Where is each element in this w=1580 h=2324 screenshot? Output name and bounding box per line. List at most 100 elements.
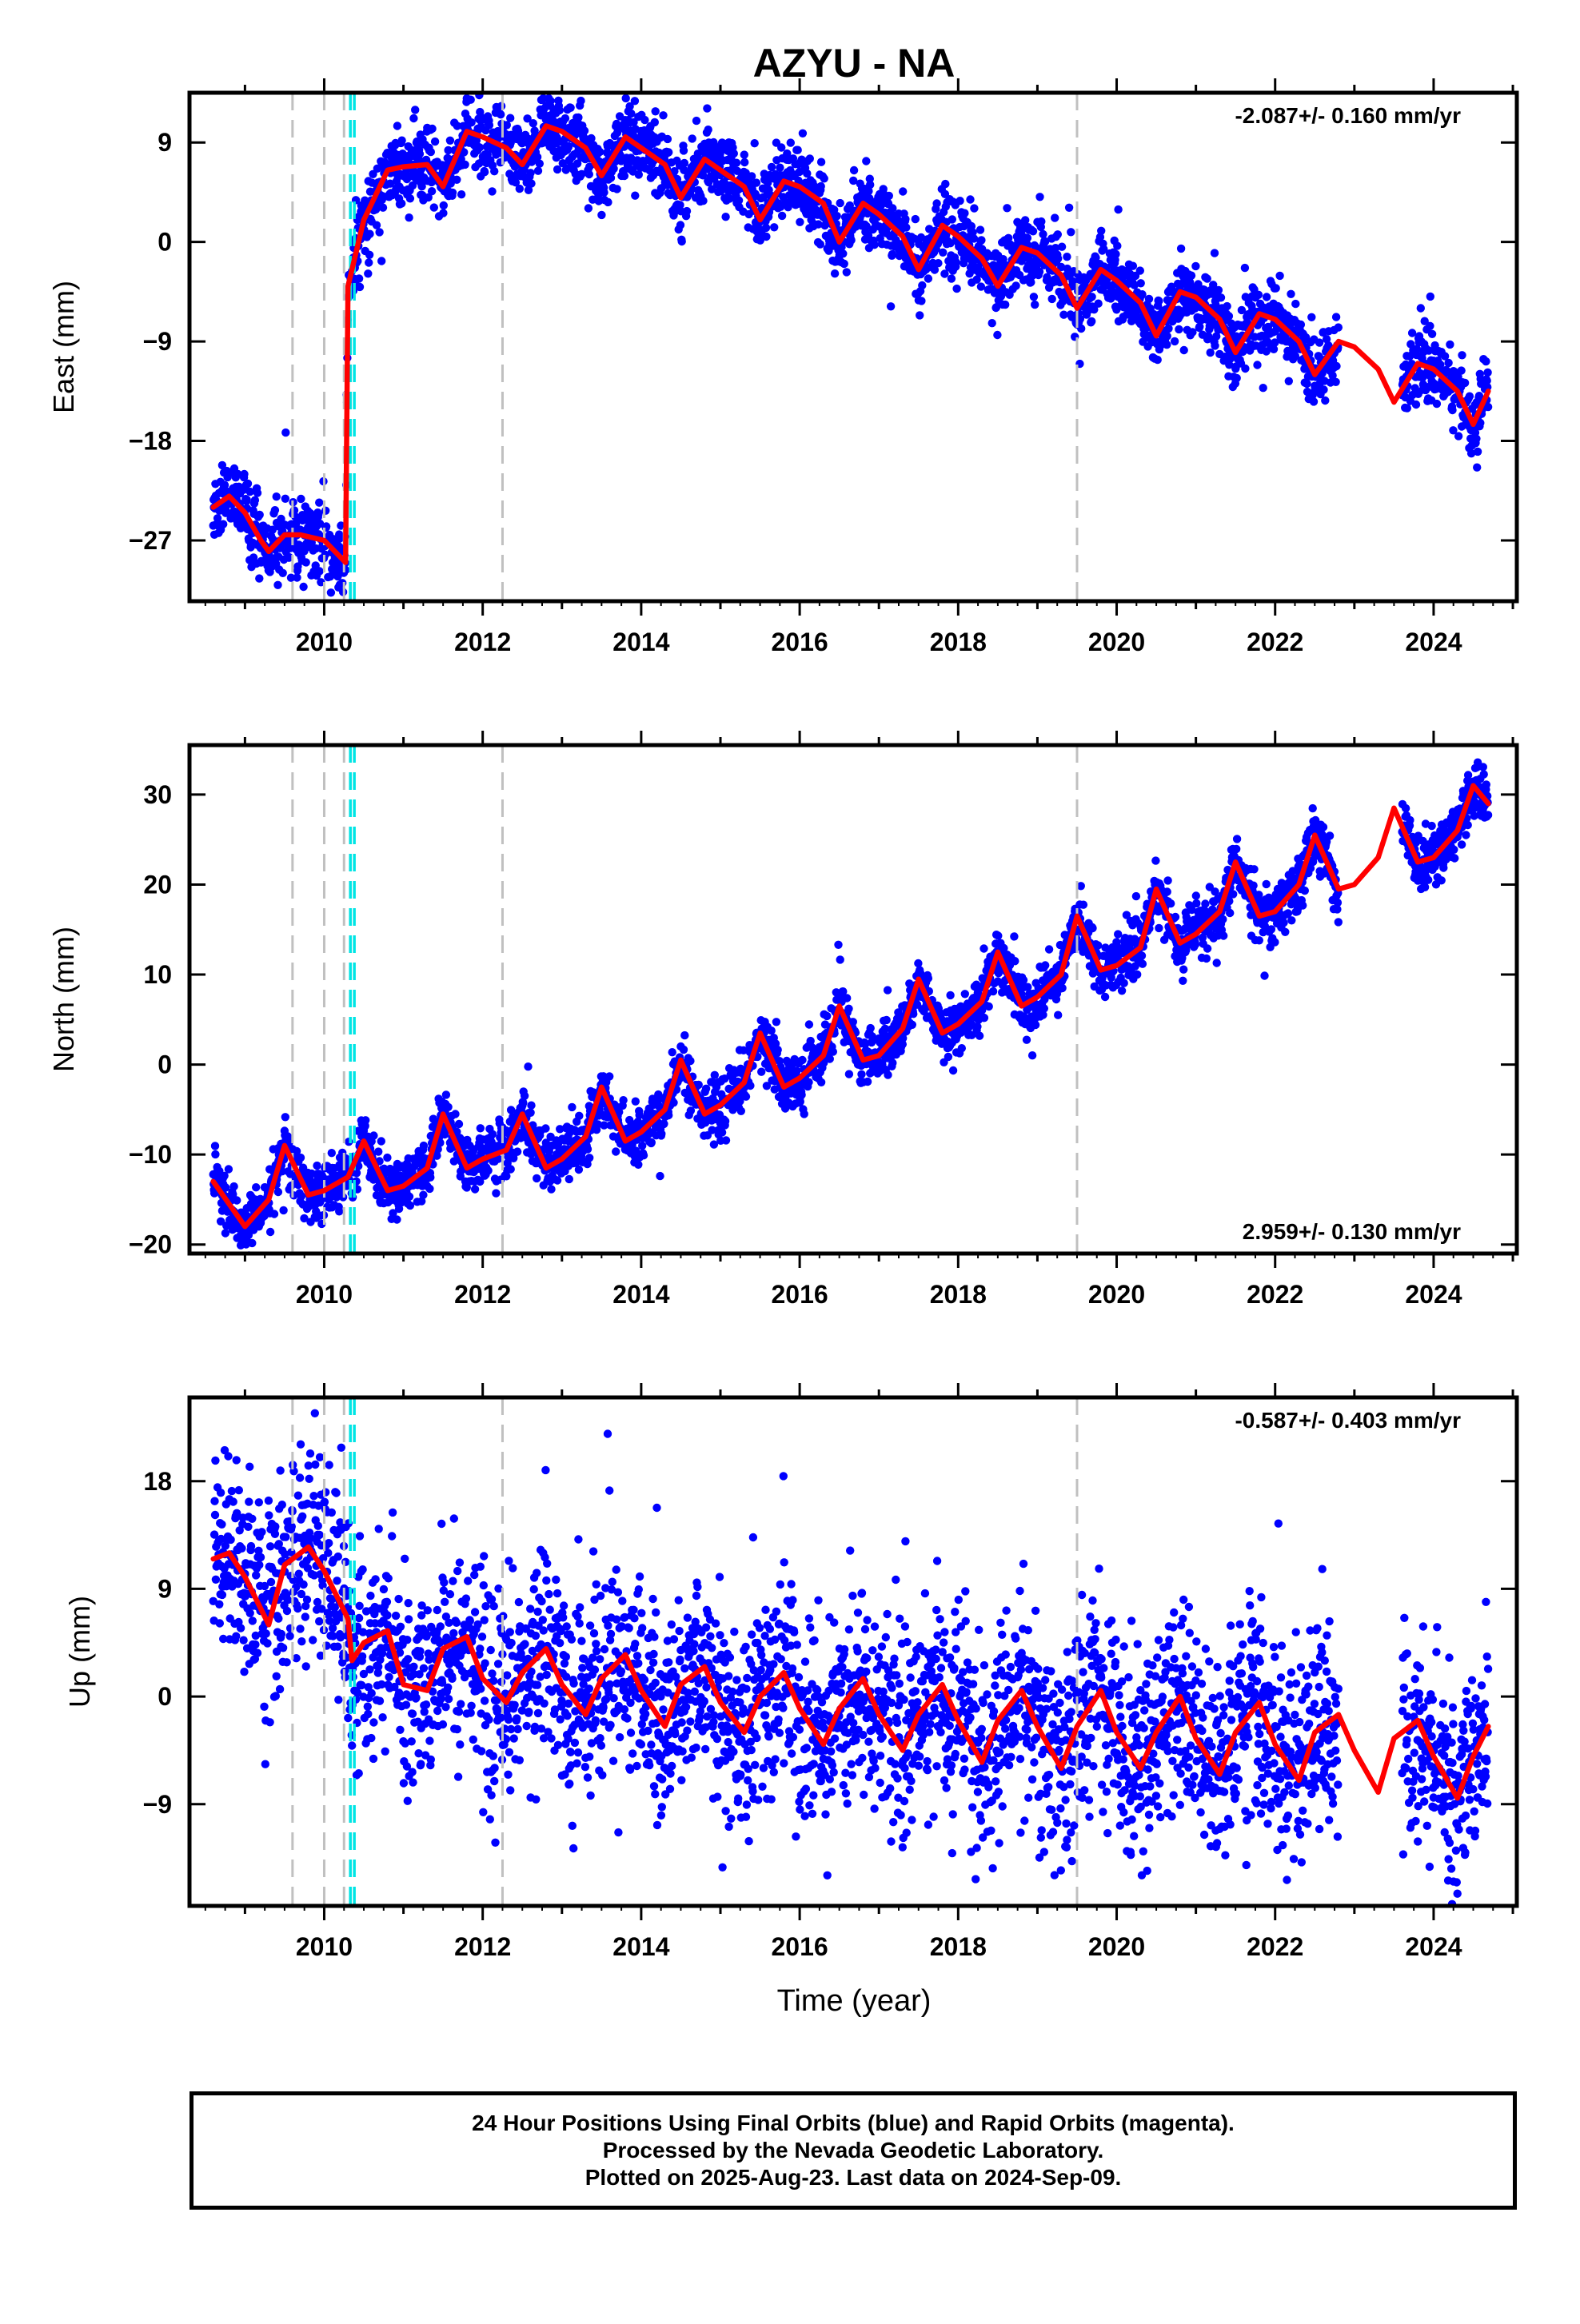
data-point xyxy=(527,179,535,187)
data-point xyxy=(467,96,475,104)
data-point xyxy=(1136,266,1144,274)
data-point xyxy=(299,583,307,591)
data-point xyxy=(794,146,802,154)
data-point xyxy=(240,470,248,478)
data-point xyxy=(1211,341,1219,349)
data-point xyxy=(585,1154,593,1162)
data-point xyxy=(1321,397,1329,405)
data-point xyxy=(1191,262,1199,270)
data-point xyxy=(836,199,844,207)
data-point xyxy=(952,258,960,266)
data-point xyxy=(365,230,373,238)
data-point xyxy=(870,241,878,249)
data-point xyxy=(1307,313,1315,321)
data-point xyxy=(449,189,457,197)
data-point xyxy=(1428,330,1436,338)
data-point xyxy=(1215,286,1223,294)
data-point xyxy=(1474,448,1482,456)
data-point xyxy=(634,1161,642,1169)
data-point xyxy=(746,1082,754,1090)
data-point xyxy=(1054,254,1062,262)
data-point xyxy=(899,187,907,195)
data-point xyxy=(377,1137,385,1145)
data-point xyxy=(232,1258,240,1266)
data-point xyxy=(970,204,978,212)
data-point xyxy=(721,213,729,221)
data-point xyxy=(703,104,711,112)
data-point xyxy=(806,154,814,162)
data-point xyxy=(1145,295,1153,303)
data-point xyxy=(273,581,281,589)
data-point xyxy=(279,1206,287,1214)
data-point xyxy=(1030,293,1038,301)
data-point xyxy=(467,118,475,126)
data-point xyxy=(442,1090,450,1098)
data-point xyxy=(279,569,287,577)
data-point xyxy=(884,1070,892,1078)
data-point xyxy=(446,137,454,145)
data-point xyxy=(847,236,855,244)
data-point xyxy=(271,506,279,514)
data-point xyxy=(489,1130,497,1138)
data-point xyxy=(1180,346,1188,354)
data-point xyxy=(428,187,436,195)
data-point xyxy=(762,224,770,232)
data-point xyxy=(507,1165,515,1173)
data-point xyxy=(1482,357,1490,365)
data-point xyxy=(805,1020,813,1028)
data-point xyxy=(912,215,920,223)
data-point xyxy=(253,488,261,496)
data-point xyxy=(952,285,960,293)
data-point xyxy=(255,574,263,582)
data-point xyxy=(1331,378,1339,386)
data-point xyxy=(490,167,498,175)
data-point xyxy=(444,1103,452,1111)
data-point xyxy=(648,1138,656,1146)
data-point xyxy=(692,117,700,125)
data-point xyxy=(887,302,895,310)
data-point xyxy=(776,164,784,172)
data-point xyxy=(1039,230,1047,238)
data-point xyxy=(1335,323,1343,331)
data-point xyxy=(683,207,691,215)
data-point xyxy=(365,251,373,259)
data-point xyxy=(507,1106,515,1114)
data-point xyxy=(916,311,924,319)
data-point xyxy=(660,1120,668,1128)
data-point xyxy=(375,228,383,236)
data-point xyxy=(640,116,648,124)
data-point xyxy=(533,1174,541,1182)
data-point xyxy=(1461,379,1469,387)
data-point xyxy=(1217,293,1225,301)
data-point xyxy=(270,1210,278,1218)
data-point xyxy=(884,986,892,994)
data-point xyxy=(659,111,667,119)
data-point xyxy=(314,510,322,518)
data-point xyxy=(718,1128,726,1136)
data-point xyxy=(252,1183,260,1191)
data-point xyxy=(541,82,549,90)
data-point xyxy=(302,558,310,566)
data-point xyxy=(956,197,964,205)
data-point xyxy=(541,1124,549,1132)
data-point xyxy=(1063,253,1071,261)
data-point xyxy=(526,1109,534,1117)
y-tick-label: −18 xyxy=(129,427,172,456)
data-point xyxy=(1207,349,1215,357)
data-point xyxy=(440,201,448,209)
data-point xyxy=(565,1175,573,1183)
data-point xyxy=(411,106,419,114)
data-point xyxy=(993,331,1001,339)
data-point xyxy=(844,1005,852,1013)
data-point xyxy=(577,97,585,105)
data-point xyxy=(627,110,635,118)
data-point xyxy=(477,1124,485,1132)
data-point xyxy=(405,1193,413,1201)
x-tick-label: 2012 xyxy=(454,628,511,656)
data-point xyxy=(798,1056,806,1064)
data-point xyxy=(427,148,435,156)
data-point xyxy=(369,1131,377,1139)
data-point xyxy=(361,1116,369,1124)
data-point xyxy=(1211,249,1219,257)
